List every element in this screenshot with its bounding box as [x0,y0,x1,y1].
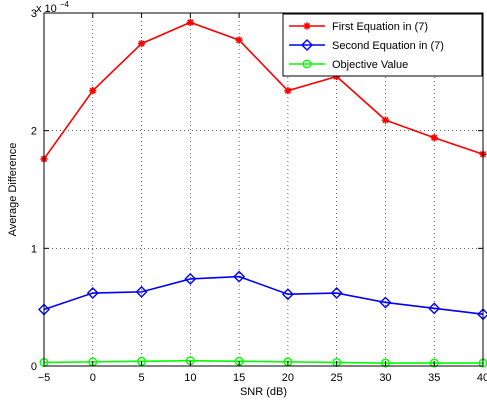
legend-label-1: First Equation in (7) [332,21,428,33]
x-tick-label: 25 [331,372,343,384]
x-axis-label: SNR (dB) [240,386,287,398]
plot-frame [43,12,484,367]
y-axis-exponent: x 10 −4 [36,0,70,15]
series-1-point [430,134,438,142]
series-line-2 [43,275,484,316]
y-tick-label: 2 [31,126,37,138]
y-axis-label: Average Difference [7,143,19,237]
series-2-point [184,272,197,285]
y-tick-label: 0 [31,361,37,373]
y-axis-exponent-base: x 10 [36,3,57,15]
series-3-point [380,358,390,368]
x-tick-label: 30 [379,372,391,384]
series-1-point [186,18,194,27]
legend-marker-2 [301,39,313,51]
series-1-point [235,36,243,44]
y-tick-label: 1 [31,243,37,255]
series-lines [43,21,484,364]
grid [44,13,483,366]
series-line-3 [43,359,483,364]
legend-label-3: Objective Value [332,59,408,71]
legend-label-2: Second Equation in (7) [332,40,444,52]
legend-marker-3 [302,59,312,69]
series-2-point [135,285,148,298]
series-1-point [89,87,97,95]
x-tick-label: −5 [38,372,51,384]
series-1-point [137,39,146,48]
legend: First Equation in (7) Second Equation in … [282,13,483,77]
series-2-point [233,270,246,283]
x-tick-label: 40 [477,372,487,384]
y-axis-exponent-power: −4 [60,0,70,9]
series-2-point [379,296,392,309]
y-tick-label: 3 [31,8,37,20]
ticks [43,12,484,367]
legend-marker-1 [303,22,311,30]
series-1-point [381,116,390,124]
x-tick-label: 15 [233,372,245,384]
x-tick-label: 0 [90,372,96,384]
series-line-1 [43,21,484,160]
series-3-point [429,358,439,368]
x-tick-label: 5 [138,372,144,384]
x-tick-label: 10 [184,372,196,384]
x-tick-label: 35 [428,372,440,384]
series-2-point [86,287,99,300]
x-tick-label: 20 [282,372,294,384]
series-2-point [428,302,441,315]
series-1-point [284,87,292,95]
series-2-point [281,288,294,301]
series-2-point [330,287,343,300]
